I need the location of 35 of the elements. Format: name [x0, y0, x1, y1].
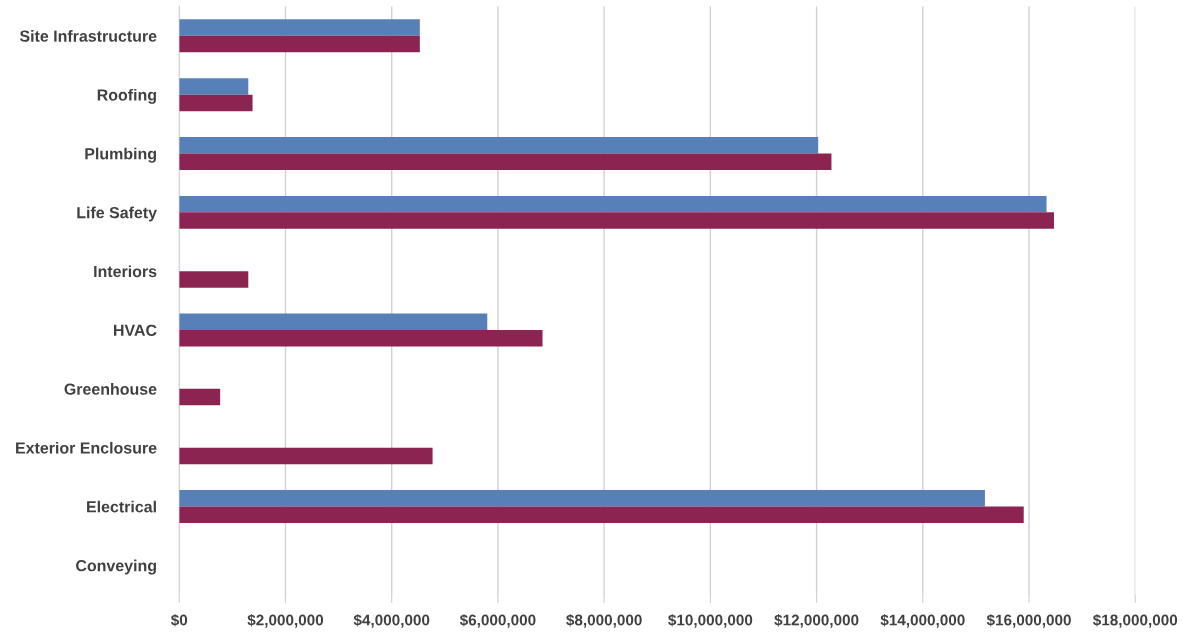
x-tick-label: $2,000,000: [247, 613, 324, 628]
bar: [179, 153, 832, 170]
y-tick-label: Electrical: [87, 500, 156, 513]
bar: [179, 447, 433, 465]
bar: [179, 506, 1024, 523]
bar: [179, 19, 420, 36]
x-tick-label: $12,000,000: [774, 613, 859, 628]
x-tick-label: $6,000,000: [459, 613, 536, 628]
y-tick-label: Site Infrastructure: [19, 30, 157, 42]
bar: [179, 271, 249, 288]
y-tick-label: Greenhouse: [64, 383, 157, 395]
x-tick-label: $14,000,000: [880, 613, 965, 628]
bar: [179, 35, 420, 53]
x-tick-label: $4,000,000: [353, 613, 430, 628]
y-tick-label: Interiors: [94, 265, 157, 278]
y-tick-label: Conveying: [76, 559, 156, 575]
bar: [179, 195, 1047, 213]
bar: [179, 137, 819, 154]
bar: [179, 78, 249, 95]
bar: [179, 388, 221, 406]
bar: [179, 212, 1054, 229]
x-tick-label: $8,000,000: [566, 613, 642, 628]
x-tick-label: $18,000,000: [1092, 613, 1178, 628]
y-tick-label: HVAC: [114, 324, 157, 336]
bar: [179, 490, 985, 507]
bar: [179, 330, 543, 347]
y-tick-label: Roofing: [97, 88, 156, 104]
x-tick-label: $16,000,000: [986, 613, 1071, 628]
x-tick-label: $0: [170, 613, 188, 627]
bar: [179, 313, 488, 331]
y-tick-label: Exterior Enclosure: [16, 441, 157, 454]
x-tick-label: $10,000,000: [668, 613, 753, 628]
bar: [179, 94, 253, 112]
y-tick-label: Life Safety: [77, 206, 157, 222]
y-tick-label: Plumbing: [85, 147, 156, 163]
